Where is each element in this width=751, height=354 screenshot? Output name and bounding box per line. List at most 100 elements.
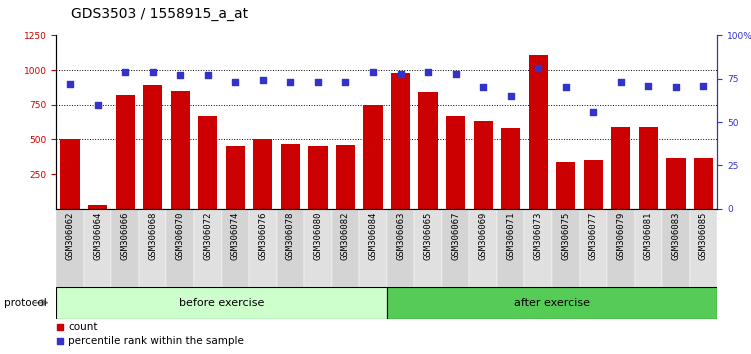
Point bbox=[339, 79, 351, 85]
Bar bbox=[116, 95, 135, 209]
Point bbox=[587, 109, 599, 115]
Bar bbox=[56, 209, 84, 287]
Point bbox=[53, 338, 65, 343]
Text: GSM306085: GSM306085 bbox=[699, 211, 708, 259]
Bar bbox=[391, 73, 410, 209]
Text: GSM306066: GSM306066 bbox=[121, 211, 130, 259]
Text: GSM306072: GSM306072 bbox=[204, 211, 213, 259]
Point bbox=[505, 93, 517, 99]
Text: GSM306078: GSM306078 bbox=[286, 211, 295, 259]
Text: after exercise: after exercise bbox=[514, 298, 590, 308]
Bar bbox=[88, 205, 107, 209]
Bar bbox=[253, 139, 273, 209]
Bar bbox=[194, 209, 222, 287]
Point bbox=[202, 73, 214, 78]
Point bbox=[615, 79, 627, 85]
Bar bbox=[387, 287, 717, 319]
Text: before exercise: before exercise bbox=[179, 298, 264, 308]
Text: GSM306080: GSM306080 bbox=[313, 211, 322, 259]
Bar bbox=[442, 209, 469, 287]
Bar bbox=[111, 209, 139, 287]
Bar bbox=[607, 209, 635, 287]
Point bbox=[698, 83, 710, 88]
Point bbox=[670, 85, 682, 90]
Point bbox=[92, 102, 104, 108]
Bar bbox=[143, 85, 162, 209]
Text: GSM306079: GSM306079 bbox=[617, 211, 626, 259]
Bar bbox=[336, 145, 355, 209]
Bar bbox=[556, 162, 575, 209]
Text: GSM306075: GSM306075 bbox=[561, 211, 570, 259]
Bar bbox=[56, 287, 387, 319]
Bar bbox=[167, 209, 194, 287]
Bar bbox=[139, 209, 167, 287]
Bar bbox=[529, 55, 547, 209]
Point bbox=[119, 69, 131, 75]
Point bbox=[257, 78, 269, 83]
Bar bbox=[580, 209, 607, 287]
Point bbox=[532, 65, 544, 71]
Bar bbox=[418, 92, 438, 209]
Point bbox=[450, 71, 462, 76]
Bar bbox=[332, 209, 359, 287]
Bar bbox=[474, 121, 493, 209]
Bar bbox=[662, 209, 689, 287]
Bar bbox=[524, 209, 552, 287]
Text: GSM306076: GSM306076 bbox=[258, 211, 267, 259]
Bar bbox=[387, 209, 415, 287]
Bar bbox=[308, 147, 327, 209]
Bar bbox=[638, 127, 658, 209]
Text: GSM306081: GSM306081 bbox=[644, 211, 653, 259]
Point bbox=[477, 85, 489, 90]
Point bbox=[559, 85, 572, 90]
Bar bbox=[635, 209, 662, 287]
Bar bbox=[304, 209, 332, 287]
Point bbox=[174, 73, 186, 78]
Bar bbox=[497, 209, 524, 287]
Point bbox=[422, 69, 434, 75]
Point bbox=[229, 79, 241, 85]
Text: GSM306063: GSM306063 bbox=[396, 211, 405, 259]
Bar bbox=[501, 129, 520, 209]
Bar bbox=[689, 209, 717, 287]
Text: GDS3503 / 1558915_a_at: GDS3503 / 1558915_a_at bbox=[71, 7, 249, 21]
Text: GSM306074: GSM306074 bbox=[231, 211, 240, 259]
Bar bbox=[281, 144, 300, 209]
Point bbox=[285, 79, 297, 85]
Bar bbox=[222, 209, 249, 287]
Bar bbox=[694, 158, 713, 209]
Text: GSM306064: GSM306064 bbox=[93, 211, 102, 259]
Point bbox=[146, 69, 158, 75]
Text: percentile rank within the sample: percentile rank within the sample bbox=[68, 336, 244, 346]
Bar bbox=[666, 158, 686, 209]
Text: GSM306068: GSM306068 bbox=[148, 211, 157, 259]
Point bbox=[642, 83, 654, 88]
Bar bbox=[611, 127, 630, 209]
Bar bbox=[584, 160, 603, 209]
Bar bbox=[198, 116, 218, 209]
Bar bbox=[415, 209, 442, 287]
Text: GSM306069: GSM306069 bbox=[478, 211, 487, 259]
Text: GSM306065: GSM306065 bbox=[424, 211, 433, 259]
Text: GSM306067: GSM306067 bbox=[451, 211, 460, 259]
Bar bbox=[249, 209, 276, 287]
Text: GSM306077: GSM306077 bbox=[589, 211, 598, 259]
Bar bbox=[170, 91, 190, 209]
Text: count: count bbox=[68, 321, 98, 332]
Text: GSM306083: GSM306083 bbox=[671, 211, 680, 259]
Text: protocol: protocol bbox=[4, 298, 47, 308]
Point bbox=[394, 71, 406, 76]
Bar bbox=[225, 147, 245, 209]
Text: GSM306073: GSM306073 bbox=[534, 211, 543, 259]
Text: GSM306084: GSM306084 bbox=[369, 211, 378, 259]
Point bbox=[53, 324, 65, 329]
Bar bbox=[363, 105, 383, 209]
Bar bbox=[60, 139, 80, 209]
Bar bbox=[359, 209, 387, 287]
Bar bbox=[276, 209, 304, 287]
Text: GSM306082: GSM306082 bbox=[341, 211, 350, 259]
Bar bbox=[84, 209, 111, 287]
Point bbox=[367, 69, 379, 75]
Bar bbox=[552, 209, 580, 287]
Text: GSM306070: GSM306070 bbox=[176, 211, 185, 259]
